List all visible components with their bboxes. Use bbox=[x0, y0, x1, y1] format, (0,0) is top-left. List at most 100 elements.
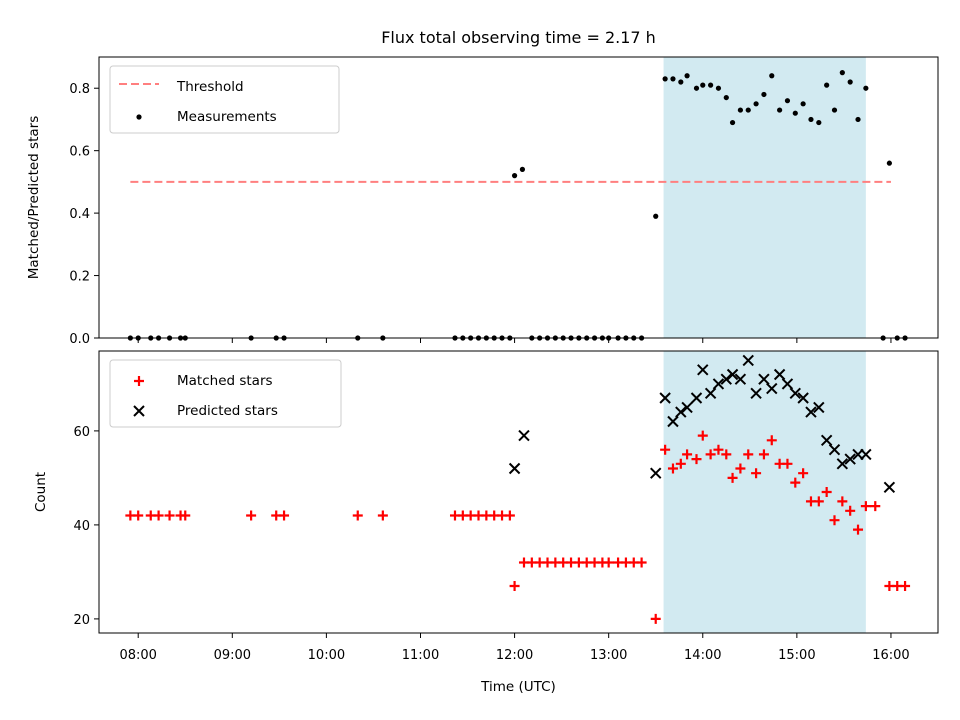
matched-star-point bbox=[900, 581, 911, 591]
y-tick-label: 60 bbox=[73, 425, 90, 440]
matched-star-point bbox=[766, 435, 777, 446]
matched-star-point bbox=[713, 444, 724, 455]
predicted-star-point bbox=[828, 443, 841, 456]
top-panel: 0.0 0.2 0.4 0.6 0.8 Matched/Predicted stars Th… bbox=[26, 56, 939, 347]
predicted-star-point bbox=[797, 392, 809, 404]
x-tick-label: 14:00 bbox=[684, 648, 721, 663]
top-shaded-interval bbox=[663, 57, 866, 338]
matched-star-point bbox=[164, 510, 175, 521]
matched-star-point bbox=[813, 496, 824, 507]
legend-entry-label: Predicted stars bbox=[177, 403, 278, 419]
matched-star-point bbox=[279, 510, 290, 521]
predicted-star-point bbox=[789, 387, 801, 400]
measurement-point bbox=[708, 82, 714, 88]
matched-star-point bbox=[751, 468, 762, 479]
x-tick-label: 12:00 bbox=[496, 648, 533, 663]
matched-star-point bbox=[870, 501, 881, 512]
matched-star-point bbox=[153, 510, 164, 521]
predicted-star-point bbox=[697, 364, 709, 376]
matched-star-point bbox=[675, 458, 686, 469]
matched-star-point bbox=[853, 524, 864, 535]
matched-star-point bbox=[667, 463, 678, 474]
y-tick-label: 0.8 bbox=[69, 82, 90, 97]
matched-star-point bbox=[721, 449, 732, 460]
predicted-star-point bbox=[650, 467, 662, 479]
matched-star-point bbox=[352, 510, 363, 521]
predicted-star-point bbox=[518, 429, 530, 442]
series-matched-stars bbox=[125, 430, 911, 624]
bottom-panel: 20 40 60 08:00 09:00 10:00 11:00 12:00 13:00 14:0… bbox=[33, 350, 939, 663]
measurement-point bbox=[753, 101, 759, 107]
y-tick-label: 40 bbox=[73, 519, 90, 534]
matched-star-point bbox=[636, 557, 647, 568]
measurement-point bbox=[715, 85, 722, 91]
matched-star-point bbox=[782, 458, 793, 469]
y-tick-label: 0.0 bbox=[69, 332, 90, 347]
matched-star-point bbox=[509, 581, 520, 591]
matched-star-point bbox=[650, 613, 661, 624]
series-predicted-stars bbox=[508, 354, 896, 494]
predicted-star-point bbox=[773, 368, 786, 381]
y-axis-label: Count bbox=[33, 472, 49, 512]
measurement-point bbox=[863, 85, 869, 91]
predicted-star-point bbox=[805, 406, 817, 418]
predicted-star-point bbox=[681, 401, 693, 414]
predicted-star-point bbox=[860, 448, 872, 461]
matched-star-point bbox=[246, 510, 257, 521]
matched-star-point bbox=[377, 510, 388, 521]
measurement-point bbox=[816, 119, 822, 126]
predicted-star-point bbox=[781, 378, 794, 390]
matched-star-point bbox=[727, 472, 738, 483]
predicted-star-point bbox=[704, 387, 717, 400]
legend-entry-label: Matched stars bbox=[177, 373, 273, 389]
matched-star-point bbox=[837, 496, 848, 507]
legend-matched-swatch bbox=[134, 376, 144, 386]
matched-star-point bbox=[697, 430, 708, 441]
legend-entry-label: Threshold bbox=[176, 79, 244, 95]
top-axes-frame bbox=[98, 56, 939, 339]
measurement-point bbox=[784, 98, 791, 104]
x-tick-label: 08:00 bbox=[119, 648, 156, 663]
measurement-point bbox=[792, 110, 798, 116]
predicted-star-point bbox=[690, 392, 703, 404]
predicted-star-point bbox=[813, 401, 825, 414]
legend-box bbox=[109, 65, 340, 134]
measurement-point bbox=[737, 107, 744, 113]
measurement-point bbox=[824, 82, 830, 88]
matched-star-point bbox=[504, 510, 515, 521]
matched-star-point bbox=[758, 449, 769, 460]
measurement-point bbox=[678, 79, 684, 85]
measurement-point bbox=[653, 213, 659, 219]
matched-star-point bbox=[845, 505, 856, 516]
matched-star-point bbox=[790, 477, 801, 488]
matched-star-point bbox=[682, 449, 693, 460]
measurement-point bbox=[511, 173, 518, 179]
x-tick-label: 09:00 bbox=[214, 648, 251, 663]
measurement-point bbox=[519, 166, 526, 172]
predicted-star-point bbox=[675, 406, 687, 418]
bottom-legend: Matched stars Predicted stars bbox=[109, 359, 342, 428]
x-tick-label: 13:00 bbox=[590, 648, 627, 663]
matched-star-point bbox=[821, 487, 832, 497]
measurement-point bbox=[662, 76, 668, 82]
y-tick-label: 0.6 bbox=[69, 145, 90, 160]
legend-predicted-swatch bbox=[133, 405, 145, 417]
predicted-star-point bbox=[836, 458, 849, 470]
predicted-star-point bbox=[844, 453, 856, 465]
matched-star-point bbox=[798, 468, 809, 479]
predicted-star-point bbox=[742, 354, 754, 367]
measurement-point bbox=[800, 101, 806, 107]
predicted-star-point bbox=[734, 373, 747, 385]
measurement-point bbox=[723, 94, 729, 101]
measurement-point bbox=[693, 85, 700, 91]
measurement-point bbox=[847, 79, 853, 85]
predicted-star-point bbox=[820, 434, 833, 447]
bottom-axes-frame bbox=[98, 350, 939, 634]
measurement-point bbox=[729, 119, 736, 126]
matched-star-point bbox=[860, 501, 871, 512]
predicted-star-point bbox=[720, 373, 732, 385]
x-tick-label: 15:00 bbox=[778, 648, 815, 663]
measurement-point bbox=[777, 107, 783, 113]
measurement-point bbox=[839, 70, 845, 76]
